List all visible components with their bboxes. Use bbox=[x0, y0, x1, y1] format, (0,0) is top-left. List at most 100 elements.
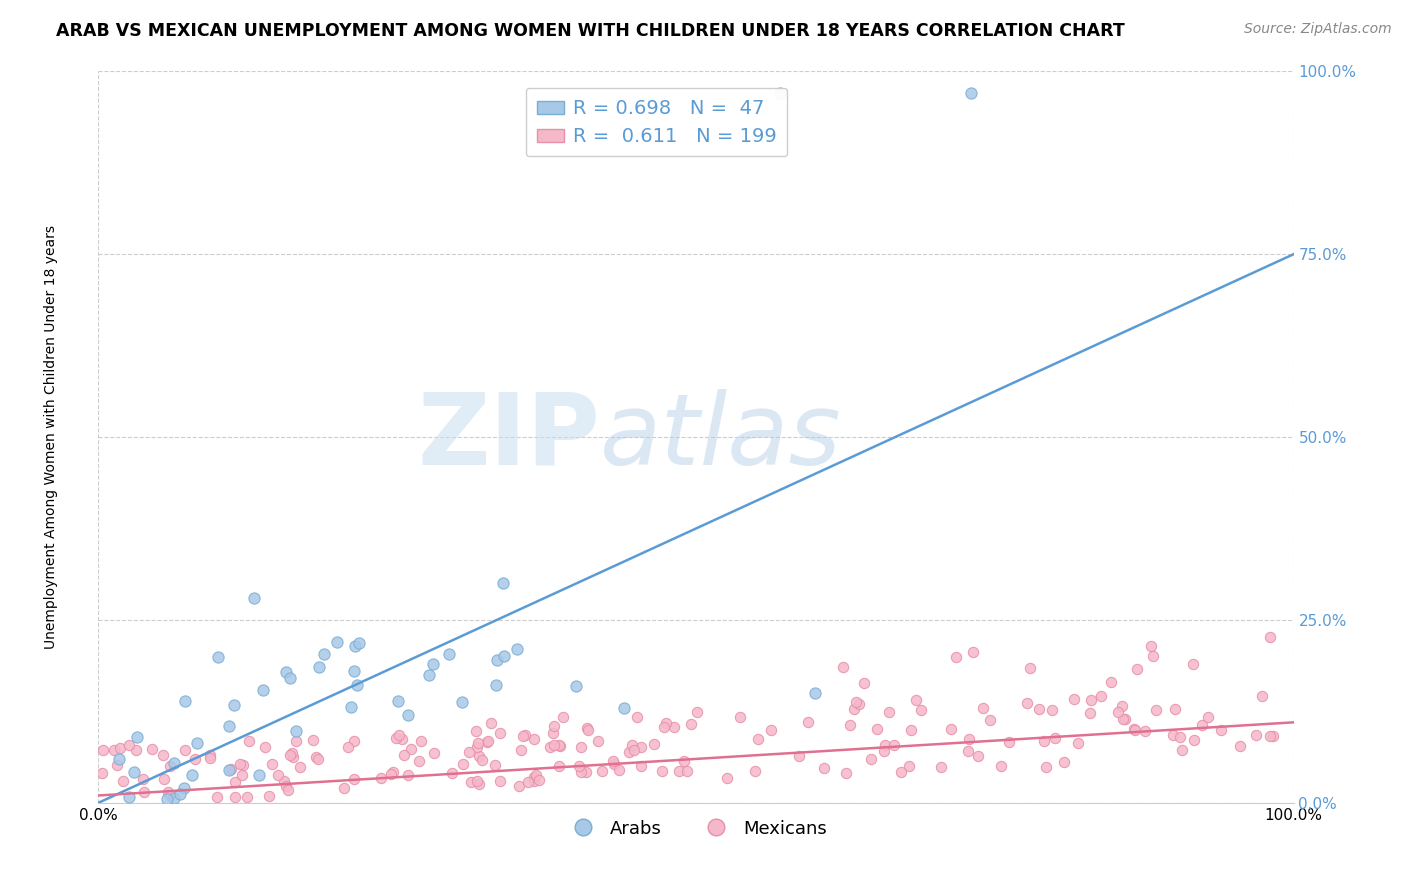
Point bbox=[387, 694, 409, 708]
Point bbox=[284, 724, 307, 739]
Point bbox=[489, 726, 512, 740]
Point bbox=[277, 783, 299, 797]
Point bbox=[541, 726, 564, 740]
Point bbox=[340, 700, 363, 714]
Text: atlas: atlas bbox=[600, 389, 842, 485]
Point bbox=[451, 757, 474, 772]
Point bbox=[396, 768, 419, 782]
Point bbox=[370, 772, 392, 786]
Point bbox=[716, 771, 738, 785]
Point bbox=[180, 768, 202, 782]
Point bbox=[1033, 733, 1056, 747]
Point bbox=[591, 764, 613, 779]
Point bbox=[910, 703, 932, 717]
Point bbox=[122, 764, 145, 779]
Point bbox=[962, 645, 984, 659]
Point bbox=[883, 739, 905, 753]
Text: ZIP: ZIP bbox=[418, 389, 600, 485]
Point bbox=[105, 757, 128, 772]
Point bbox=[1111, 713, 1133, 727]
Point bbox=[471, 753, 494, 767]
Point bbox=[267, 767, 290, 781]
Point bbox=[232, 758, 254, 772]
Point bbox=[285, 734, 308, 748]
Point bbox=[107, 752, 129, 766]
Point bbox=[418, 668, 440, 682]
Point bbox=[343, 772, 366, 786]
Point bbox=[125, 731, 148, 745]
Point bbox=[1139, 639, 1161, 653]
Point bbox=[90, 765, 112, 780]
Point bbox=[218, 719, 240, 733]
Point bbox=[440, 765, 463, 780]
Point bbox=[538, 740, 561, 755]
Point bbox=[198, 750, 221, 764]
Point bbox=[460, 775, 482, 789]
Point bbox=[873, 744, 896, 758]
Point bbox=[576, 721, 599, 735]
Point bbox=[512, 729, 534, 743]
Point bbox=[131, 772, 153, 786]
Point bbox=[543, 739, 565, 753]
Point bbox=[568, 759, 591, 773]
Point bbox=[832, 660, 855, 674]
Point bbox=[607, 763, 630, 777]
Point bbox=[347, 635, 370, 649]
Point bbox=[668, 764, 690, 778]
Point bbox=[1229, 739, 1251, 753]
Point bbox=[205, 790, 228, 805]
Point bbox=[569, 739, 592, 754]
Point bbox=[492, 576, 515, 591]
Point bbox=[623, 743, 645, 757]
Point bbox=[945, 649, 967, 664]
Point bbox=[257, 789, 280, 803]
Point bbox=[280, 747, 302, 761]
Point bbox=[797, 714, 820, 729]
Point bbox=[905, 693, 928, 707]
Point bbox=[173, 780, 195, 795]
Point bbox=[477, 734, 499, 748]
Point bbox=[422, 657, 444, 671]
Point bbox=[111, 773, 134, 788]
Point bbox=[384, 731, 406, 746]
Point bbox=[852, 676, 875, 690]
Point bbox=[1123, 722, 1146, 736]
Point bbox=[898, 759, 921, 773]
Point bbox=[159, 788, 181, 802]
Point bbox=[630, 740, 652, 755]
Point bbox=[1209, 723, 1232, 737]
Point bbox=[467, 736, 489, 750]
Point bbox=[548, 739, 571, 754]
Point bbox=[301, 733, 323, 747]
Point bbox=[224, 775, 246, 789]
Point bbox=[524, 768, 547, 782]
Point bbox=[839, 718, 862, 732]
Point bbox=[343, 639, 366, 653]
Point bbox=[681, 717, 703, 731]
Point bbox=[231, 768, 253, 782]
Point bbox=[392, 747, 415, 762]
Point bbox=[247, 768, 270, 782]
Point bbox=[1191, 718, 1213, 732]
Point bbox=[153, 772, 176, 786]
Point bbox=[845, 695, 868, 709]
Text: Source: ZipAtlas.com: Source: ZipAtlas.com bbox=[1244, 22, 1392, 37]
Point bbox=[281, 750, 304, 764]
Point bbox=[1244, 728, 1267, 742]
Point bbox=[768, 87, 790, 101]
Point bbox=[1111, 698, 1133, 713]
Point bbox=[1123, 723, 1146, 738]
Point bbox=[485, 653, 508, 667]
Point bbox=[1133, 723, 1156, 738]
Point bbox=[548, 739, 571, 753]
Point bbox=[1144, 703, 1167, 717]
Point bbox=[602, 754, 624, 768]
Point bbox=[522, 774, 544, 789]
Point bbox=[229, 757, 252, 772]
Point bbox=[643, 737, 665, 751]
Point bbox=[617, 745, 640, 759]
Point bbox=[842, 702, 865, 716]
Point bbox=[198, 747, 221, 762]
Point bbox=[391, 732, 413, 747]
Point bbox=[307, 752, 329, 766]
